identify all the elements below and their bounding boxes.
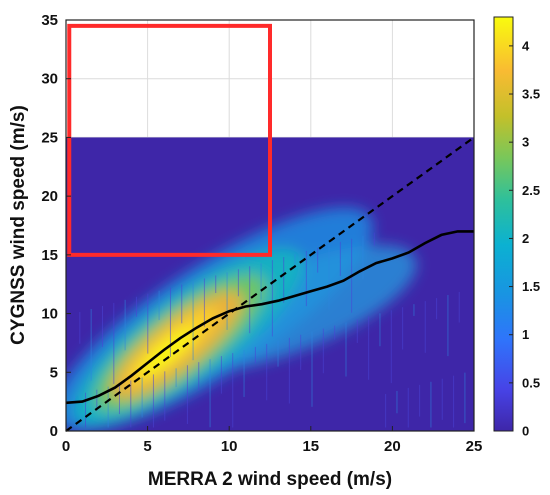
x-tick-label: 20 bbox=[384, 438, 401, 455]
mean-curve bbox=[65, 230, 474, 405]
y-tick-label: 15 bbox=[41, 247, 58, 264]
colorbar-tick-label: 4 bbox=[522, 38, 530, 53]
y-tick-label: 10 bbox=[41, 306, 58, 323]
y-tick-label: 0 bbox=[50, 423, 58, 440]
colorbar bbox=[493, 16, 514, 432]
colorbar-tick-label: 1 bbox=[522, 327, 529, 342]
y-tick-label: 5 bbox=[50, 364, 58, 381]
highlight-rectangle bbox=[67, 23, 272, 257]
y-tick-label: 20 bbox=[41, 188, 58, 205]
x-tick-label: 25 bbox=[466, 438, 483, 455]
heatmap-layer bbox=[66, 137, 474, 431]
y-tick-label: 25 bbox=[41, 129, 58, 146]
y-axis-label: CYGNSS wind speed (m/s) bbox=[8, 105, 29, 345]
x-tick-label: 15 bbox=[302, 438, 319, 455]
y-tick-label: 35 bbox=[41, 12, 58, 29]
density-blob bbox=[139, 328, 196, 377]
x-axis-label: MERRA 2 wind speed (m/s) bbox=[148, 469, 392, 490]
x-tick-label: 10 bbox=[221, 438, 238, 455]
colorbar-tick-label: 2.5 bbox=[522, 183, 540, 198]
colorbar-tick-label: 0 bbox=[522, 424, 529, 439]
x-tick-label: 0 bbox=[62, 438, 70, 455]
colorbar-tick-label: 0.5 bbox=[522, 375, 540, 390]
y-tick-label: 30 bbox=[41, 71, 58, 88]
axes-frame bbox=[65, 19, 475, 432]
colorbar-tick-label: 3.5 bbox=[522, 87, 540, 102]
colorbar-tick-label: 2 bbox=[522, 231, 529, 246]
colorbar-tick-label: 1.5 bbox=[522, 279, 540, 294]
x-tick-label: 5 bbox=[143, 438, 151, 455]
x-axis-ticks: 0 5 10 15 20 25 bbox=[62, 426, 483, 455]
colorbar-tick-label: 3 bbox=[522, 135, 529, 150]
colorbar-ticks: 0 0.5 1 1.5 2 2.5 3 3.5 4 bbox=[509, 38, 540, 439]
y-axis-ticks: 0 5 10 15 20 25 30 35 bbox=[41, 12, 71, 440]
